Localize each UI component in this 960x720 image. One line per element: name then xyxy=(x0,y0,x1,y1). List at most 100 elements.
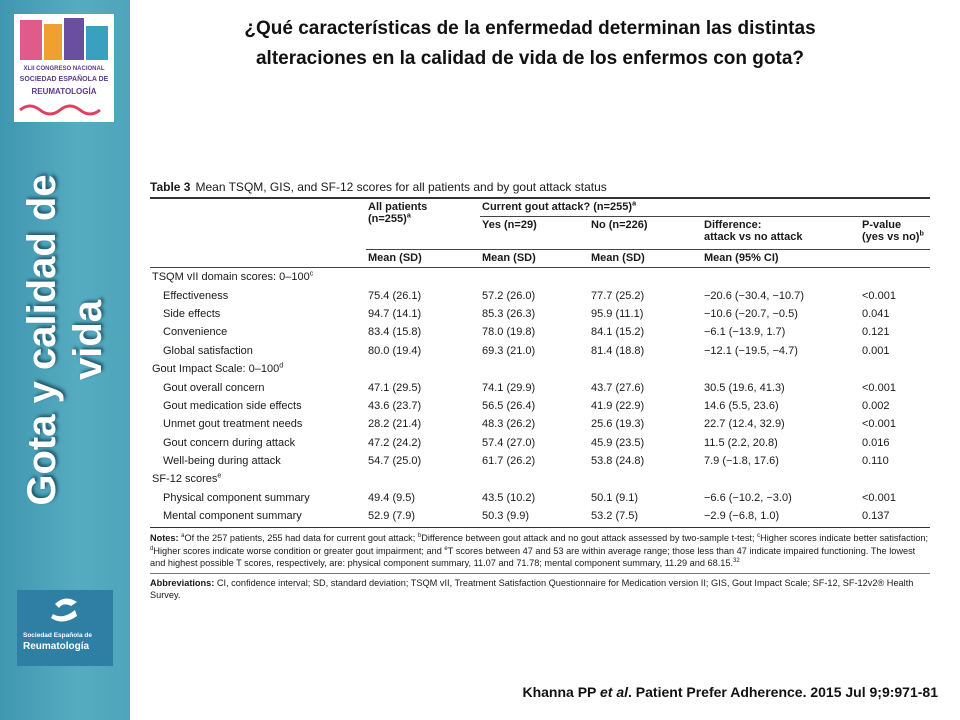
header-cell xyxy=(150,198,366,217)
footnote-mark: b xyxy=(919,229,924,238)
header-cell: Yes (n=29) xyxy=(480,217,589,250)
table-cell: <0.001 xyxy=(862,418,896,431)
header-text: No (n=226) xyxy=(591,219,648,231)
table-cell: −6.1 (−13.9, 1.7) xyxy=(704,326,786,339)
table-cell: 57.2 (26.0) xyxy=(482,289,536,302)
table-cell: 94.7 (14.1) xyxy=(368,307,422,320)
section-label: TSQM vII domain scores: 0–100c xyxy=(150,268,930,287)
bold-text: Notes: xyxy=(150,533,182,544)
row-label: Mental component summary xyxy=(163,510,302,523)
header-text: (n=255)a xyxy=(368,211,411,225)
table-row: Effectiveness 75.4 (26.1) 57.2 (26.0) 77.7 … xyxy=(150,286,930,304)
table-cell: 30.5 (19.6, 41.3) xyxy=(704,381,785,394)
logo-text: XLII CONGRESO NACIONAL xyxy=(23,66,105,72)
header-cell: Mean (95% CI) xyxy=(702,249,860,268)
title-line: alteraciones en la calidad de vida de lo… xyxy=(255,48,804,69)
row-label: Gout concern during attack xyxy=(163,436,296,449)
table-cell: 0.041 xyxy=(862,307,890,320)
table-row: Physical component summary 49.4 (9.5) 43.5… xyxy=(150,489,930,507)
table-row: Well-being during attack 54.7 (25.0) 61.7 … xyxy=(150,452,930,470)
text: Of the 257 patients, 255 had data for cu… xyxy=(184,533,418,544)
footnote-mark: e xyxy=(444,545,448,552)
table-cell: 0.002 xyxy=(862,399,890,412)
row-label: Convenience xyxy=(163,326,228,339)
table-row: TSQM vII domain scores: 0–100c xyxy=(150,268,930,287)
caption-text: Mean TSQM, GIS, and SF-12 scores for all… xyxy=(195,180,607,194)
table-cell: 53.8 (24.8) xyxy=(591,455,645,468)
header-text: (yes vs no)b xyxy=(862,229,924,243)
table-row: Gout overall concern 47.1 (29.5) 74.1 (29.… xyxy=(150,378,930,396)
table-cell: 25.6 (19.3) xyxy=(591,418,645,431)
table-abbreviations: Abbreviations: CI, confidence interval; … xyxy=(150,572,930,602)
table-cell: 14.6 (5.5, 23.6) xyxy=(704,399,779,412)
table-cell: 85.3 (26.3) xyxy=(482,307,536,320)
table-row: SF-12 scorese xyxy=(150,470,930,488)
header-text: Yes (n=29) xyxy=(482,219,537,231)
table-cell: 49.4 (9.5) xyxy=(368,491,416,504)
row-label: Effectiveness xyxy=(163,289,229,302)
row-label: Well-being during attack xyxy=(163,455,281,468)
table-cell: −20.6 (−30.4, −10.7) xyxy=(704,289,804,302)
footnote-mark: e xyxy=(217,471,222,480)
logo-text: REUMATOLOGÍA xyxy=(31,87,97,96)
table-cell: 54.7 (25.0) xyxy=(368,455,422,468)
row-label: Gout medication side effects xyxy=(163,399,302,412)
table-cell: 41.9 (22.9) xyxy=(591,399,645,412)
caption-label: Table 3 xyxy=(150,180,191,194)
header-cell: Difference: attack vs no attack xyxy=(702,217,860,250)
logo-icon xyxy=(51,598,77,622)
header-row: Yes (n=29) No (n=226) Difference: attack vs… xyxy=(150,217,930,250)
table-cell: 43.7 (27.6) xyxy=(591,381,645,394)
header-text: Current gout attack? (n=255)a xyxy=(482,199,637,213)
header-cell: Mean (SD) xyxy=(366,249,480,268)
table-cell: 52.9 (7.9) xyxy=(368,510,416,523)
table-cell: 74.1 (29.9) xyxy=(482,381,536,394)
text: Khanna PP xyxy=(522,684,601,700)
table-cell: 53.2 (7.5) xyxy=(591,510,639,523)
header-cell: P-value (yes vs no)b xyxy=(860,217,930,250)
table-cell: 61.7 (26.2) xyxy=(482,455,536,468)
bold-text: Abbreviations: xyxy=(150,577,217,588)
table-cell: 84.1 (15.2) xyxy=(591,326,645,339)
header-cell: No (n=226) xyxy=(589,217,702,250)
congress-logo: XLII CONGRESO NACIONAL SOCIEDAD ESPAÑOLA… xyxy=(14,14,114,122)
table-cell: 0.110 xyxy=(862,455,889,468)
table-cell: 80.0 (19.4) xyxy=(368,344,422,357)
table-row: Side effects 94.7 (14.1) 85.3 (26.3) 95.9 (… xyxy=(150,305,930,323)
header-row: Mean (SD) Mean (SD) Mean (SD) Mean (95% CI) xyxy=(150,249,931,268)
table-cell: 83.4 (15.8) xyxy=(368,326,422,339)
table-notes: Notes: aOf the 257 patients, 255 had dat… xyxy=(150,527,930,570)
logo-text: Reumatología xyxy=(23,641,90,652)
section-label: SF-12 scorese xyxy=(150,470,930,488)
section-label: Gout Impact Scale: 0–100d xyxy=(150,360,930,378)
header-cell xyxy=(150,250,366,268)
footnote-mark: 32 xyxy=(733,558,740,565)
header-cell: Current gout attack? (n=255)a xyxy=(480,198,931,217)
header-text: attack vs no attack xyxy=(704,231,803,243)
table-row: Gout concern during attack 47.2 (24.2) 57.… xyxy=(150,434,930,452)
table-cell: 75.4 (26.1) xyxy=(368,289,422,302)
table-cell: <0.001 xyxy=(862,491,896,504)
header-cell xyxy=(860,249,931,268)
table-cell: <0.001 xyxy=(862,289,896,302)
header-text: Difference: xyxy=(704,219,762,231)
section-text: Gout Impact Scale: 0–100 xyxy=(152,363,280,376)
footnote-mark: a xyxy=(406,211,411,220)
text: . Patient Prefer Adherence. 2015 Jul 9;9… xyxy=(628,684,938,700)
table-cell: 22.7 (12.4, 32.9) xyxy=(704,418,785,431)
table-row: Gout Impact Scale: 0–100d xyxy=(150,360,930,378)
data-table: All patients (n=255)a Current gout attack?… xyxy=(150,197,931,525)
table-cell: 0.001 xyxy=(862,344,890,357)
logo-art xyxy=(19,18,108,116)
table-cell: 78.0 (19.8) xyxy=(482,326,536,339)
table-row: Mental component summary 52.9 (7.9) 50.3 (… xyxy=(150,507,930,525)
footnote-mark: c xyxy=(757,533,761,540)
text: CI, confidence interval; SD, standard de… xyxy=(150,577,914,601)
footnote-mark: b xyxy=(417,533,422,540)
table-cell: 7.9 (−1.8, 17.6) xyxy=(704,455,779,468)
text: Difference between gout attack and no go… xyxy=(421,533,758,544)
table-cell: 81.4 (18.8) xyxy=(591,344,645,357)
table-cell: 28.2 (21.4) xyxy=(368,418,422,431)
table-cell: 43.6 (23.7) xyxy=(368,399,422,412)
row-label: Physical component summary xyxy=(163,491,310,504)
